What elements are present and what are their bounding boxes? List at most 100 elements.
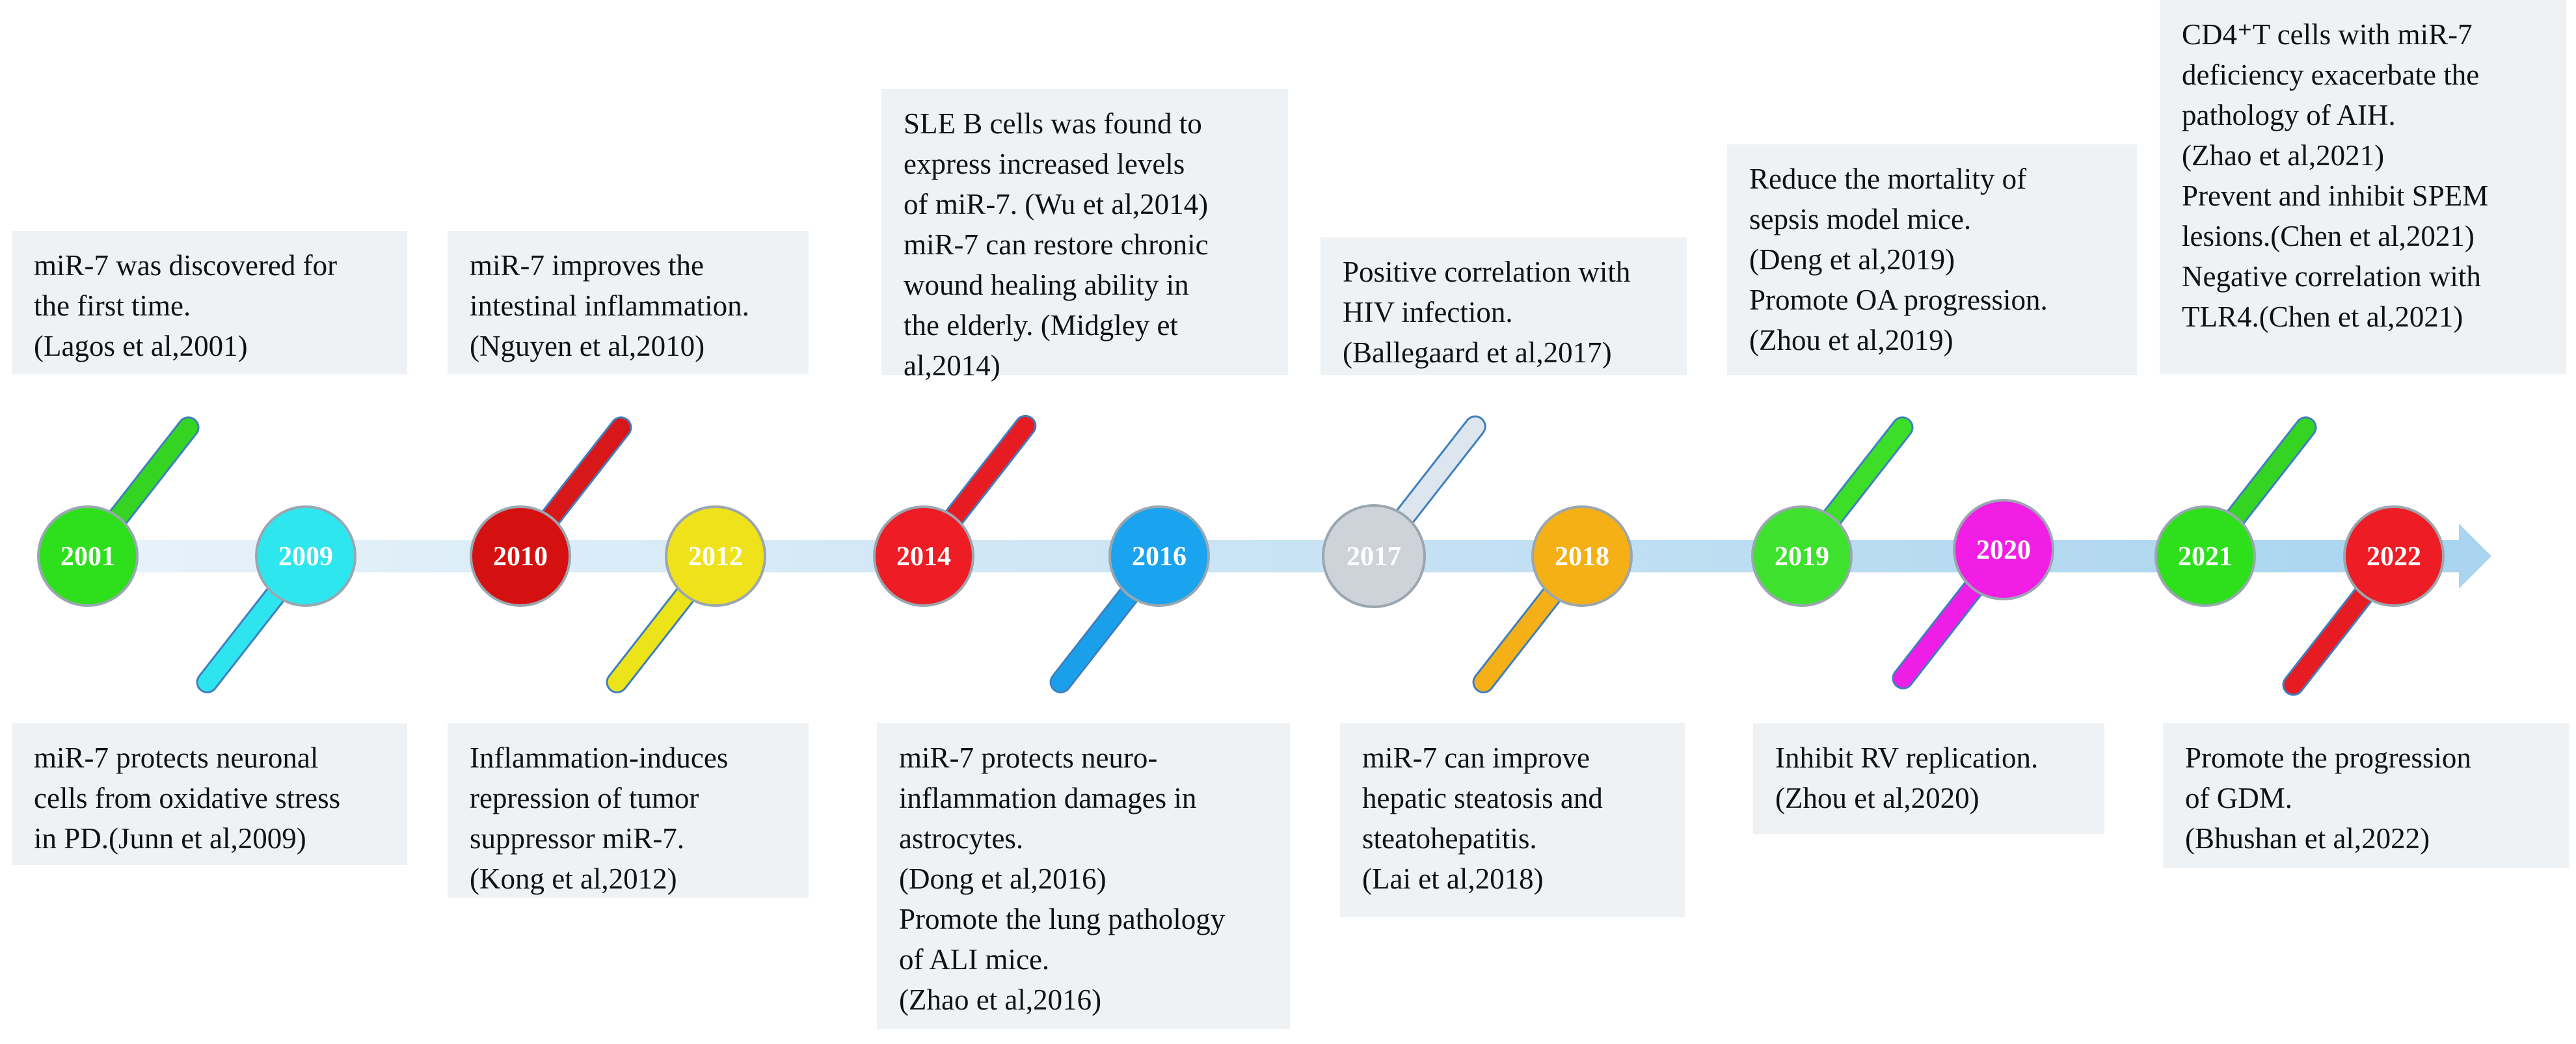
event-text-line: (Lagos et al,2001)	[34, 330, 248, 362]
event-text-line: Prevent and inhibit SPEM	[2182, 180, 2489, 212]
event-text-line: Inflammation-induces	[470, 742, 729, 774]
event-text-line: repression of tumor	[470, 782, 699, 814]
year-label: 2019	[1775, 542, 1829, 572]
event-box-2001: miR-7 was discovered for the first time. (…	[12, 231, 407, 374]
year-label: 2014	[896, 542, 951, 572]
event-text-line: miR-7 improves the	[470, 249, 704, 282]
year-label: 2017	[1347, 542, 1401, 572]
event-text-line: (Zhao et al,2016)	[899, 984, 1102, 1016]
year-node-2022	[2343, 505, 2445, 607]
event-text-line: (Nguyen et al,2010)	[470, 330, 705, 362]
stick-2010	[537, 418, 630, 531]
event-text-line: (Zhao et al,2021)	[2182, 139, 2385, 172]
event-text-line: astrocytes.	[899, 822, 1024, 855]
event-box-2016: miR-7 protects neuro-inflammation damage…	[877, 723, 1290, 1029]
event-text-line: (Deng et al,2019)	[1749, 243, 1955, 276]
event-text-line: (Zhou et al,2019)	[1749, 324, 1953, 356]
stick-2014	[941, 416, 1035, 531]
stick-2019	[1819, 418, 1912, 531]
event-text-line: Inhibit RV replication.	[1775, 742, 2039, 774]
event-text-line: of miR-7. (Wu et al,2014)	[904, 188, 1209, 221]
event-box-2012: Inflammation-induces repression of tumor s…	[448, 723, 809, 898]
event-text-line: in PD.(Junn et al,2009)	[34, 822, 306, 855]
year-node-2020	[1953, 499, 2054, 600]
event-text-line: al,2014)	[904, 349, 1000, 382]
event-text-line: of ALI mice.	[899, 943, 1050, 976]
event-text-line: miR-7 can restore chronic	[904, 228, 1209, 261]
event-text-line: (Kong et al,2012)	[470, 863, 677, 895]
event-text-line: TLR4.(Chen et al,2021)	[2182, 301, 2463, 333]
event-text-line: miR-7 can improve	[1362, 742, 1590, 774]
year-label: 2010	[493, 542, 548, 572]
stick-2022	[2284, 581, 2377, 694]
event-text-line: cells from oxidative stress	[34, 782, 341, 814]
event-text-line: Reduce the mortality of	[1749, 163, 2027, 195]
event-box-2014: SLE B cells was found to express increase…	[881, 89, 1288, 382]
year-node-2012	[665, 505, 766, 607]
stick-2021	[2222, 418, 2315, 531]
year-node-2001	[37, 505, 139, 607]
event-text-line: (Lai et al,2018)	[1362, 863, 1544, 895]
year-node-2019	[1751, 505, 1853, 607]
stick-2018	[1474, 581, 1565, 691]
year-node-2014	[873, 505, 974, 607]
year-node-2017	[1322, 504, 1426, 608]
event-box-2019: Reduce the mortality of sepsis model mice…	[1727, 144, 2137, 375]
event-text-line: miR-7 protects neuronal	[34, 742, 319, 774]
event-box-2021: CD4⁺T cells with miR-7 deficiency exacerb…	[2160, 0, 2566, 374]
event-text-line: Negative correlation with	[2182, 260, 2481, 293]
event-text-line: intestinal inflammation.	[470, 289, 749, 322]
event-text-line: pathology of AIH.	[2182, 99, 2396, 131]
stick-2001	[105, 418, 198, 531]
timeline-arrow	[39, 524, 2491, 589]
event-text-line: wound healing ability in	[904, 269, 1189, 301]
event-text-line: inflammation damages in	[899, 782, 1197, 814]
event-text-line: hepatic steatosis and	[1362, 782, 1603, 814]
year-label: 2020	[1976, 535, 2031, 565]
event-box-2017: Positive correlation with HIV infection. (…	[1321, 237, 1687, 375]
year-label: 2009	[278, 542, 333, 572]
event-text-line: CD4⁺T cells with miR-7	[2182, 18, 2473, 51]
event-text-line: the elderly. (Midgley et	[904, 309, 1178, 341]
event-text-line: Positive correlation with	[1343, 256, 1631, 288]
year-node-2018	[1531, 505, 1633, 607]
event-box-2018: miR-7 can improve hepatic steatosis and st…	[1340, 723, 1685, 917]
year-label: 2021	[2178, 542, 2233, 572]
stick-2009	[198, 581, 289, 691]
year-node-2016	[1108, 505, 1210, 607]
stick-2012	[608, 581, 699, 691]
event-text-line: deficiency exacerbate the	[2182, 59, 2480, 91]
year-label: 2018	[1555, 542, 1609, 572]
year-node-2021	[2154, 505, 2256, 607]
year-label: 2016	[1132, 542, 1187, 572]
year-label: 2022	[2367, 542, 2421, 572]
year-label: 2012	[688, 542, 743, 572]
event-text-line: (Zhou et al,2020)	[1775, 782, 1979, 814]
stick-2017	[1391, 417, 1484, 531]
event-text-line: steatohepatitis.	[1362, 822, 1537, 855]
event-text-line: miR-7 was discovered for	[34, 249, 338, 282]
event-text-line: lesions.(Chen et al,2021)	[2182, 220, 2475, 252]
event-text-line: (Ballegaard et al,2017)	[1343, 336, 1612, 369]
stick-2020	[1894, 574, 1987, 688]
event-text-line: Promote the lung pathology	[899, 903, 1226, 935]
event-text-line: Promote the progression	[2185, 742, 2471, 774]
event-box-2009: miR-7 protects neuronal cells from oxidat…	[12, 723, 407, 865]
event-text-line: the first time.	[34, 289, 191, 322]
event-text-line: (Dong et al,2016)	[899, 863, 1107, 895]
event-text-line: express increased levels	[904, 148, 1185, 180]
event-text-line: HIV infection.	[1343, 296, 1513, 328]
event-box-2010: miR-7 improves the intestinal inflammatio…	[448, 231, 809, 374]
event-text-line: (Bhushan et al,2022)	[2185, 822, 2430, 855]
event-text-line: SLE B cells was found to	[904, 107, 1202, 140]
event-box-2022: Promote the progression of GDM. (Bhushan e…	[2163, 723, 2569, 868]
stick-2016	[1051, 581, 1142, 691]
year-node-2009	[255, 505, 356, 607]
event-box-2020: Inhibit RV replication. (Zhou et al,2020)	[1753, 723, 2104, 834]
year-node-2010	[470, 505, 571, 607]
year-label: 2001	[60, 542, 115, 572]
event-text-line: miR-7 protects neuro-	[899, 742, 1158, 774]
event-text-line: sepsis model mice.	[1749, 203, 1972, 235]
